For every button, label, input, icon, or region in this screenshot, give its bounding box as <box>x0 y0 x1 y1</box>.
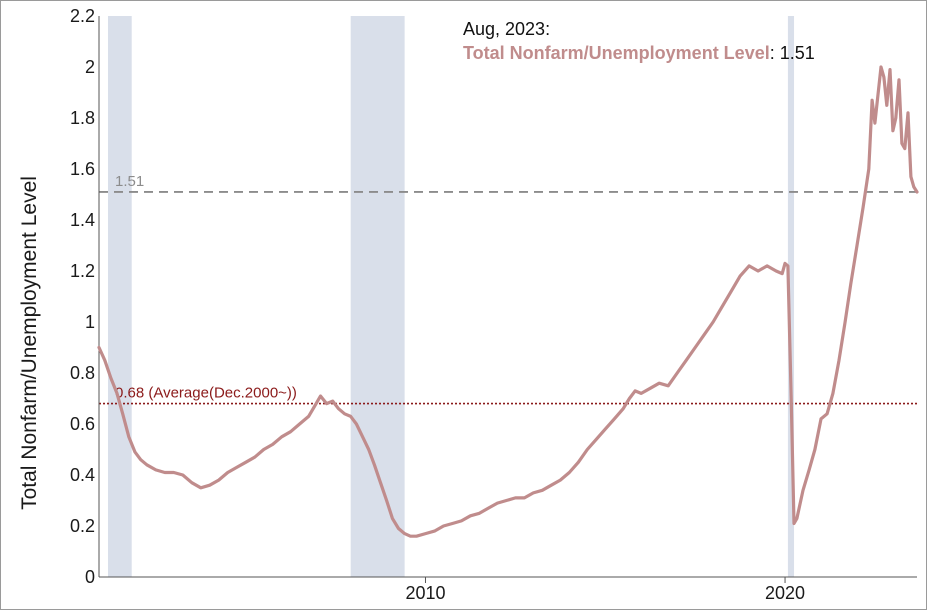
y-tick-label: 1.8 <box>70 108 95 128</box>
y-tick-label: 0.8 <box>70 363 95 383</box>
series-line-1 <box>97 65 919 538</box>
recession-band-1 <box>107 16 132 577</box>
x-tick-label: 2010 <box>405 583 445 603</box>
y-tick-label: 1.6 <box>70 159 95 179</box>
annotation-line: Total Nonfarm/Unemployment Level: 1.51 <box>463 43 815 63</box>
recession-bands <box>107 16 795 577</box>
annotation-date: Aug, 2023: <box>463 19 550 39</box>
reference-lines: 1.51 0.68 (Average(Dec.2000~)) <box>99 173 917 405</box>
reference-label-1: 1.51 <box>115 173 144 190</box>
reference-label-2: 0.68 (Average(Dec.2000~)) <box>115 385 297 402</box>
y-tick-label: 0.4 <box>70 465 95 485</box>
y-tick-label: 2.2 <box>70 6 95 26</box>
series-layer <box>97 65 919 538</box>
y-axis-title: Total Nonfarm/Unemployment Level <box>18 176 41 510</box>
y-tick-label: 0.6 <box>70 414 95 434</box>
axes: 0 0.2 0.4 0.6 0.8 1 1.2 1.4 1.6 1.8 2 2.2 2010 2020 <box>70 6 917 603</box>
y-tick-label: 1.4 <box>70 210 95 230</box>
x-tick-label: 2020 <box>765 583 805 603</box>
y-tick-label: 1 <box>85 312 95 332</box>
annotation-value: : 1.51 <box>770 43 815 63</box>
y-tick-label: 0 <box>85 567 95 587</box>
recession-band-2 <box>350 16 405 577</box>
annotation-series-name: Total Nonfarm/Unemployment Level <box>463 43 770 63</box>
y-tick-label: 1.2 <box>70 261 95 281</box>
y-tick-label: 0.2 <box>70 516 95 536</box>
y-tick-label: 2 <box>85 57 95 77</box>
recession-band-3 <box>787 16 795 577</box>
